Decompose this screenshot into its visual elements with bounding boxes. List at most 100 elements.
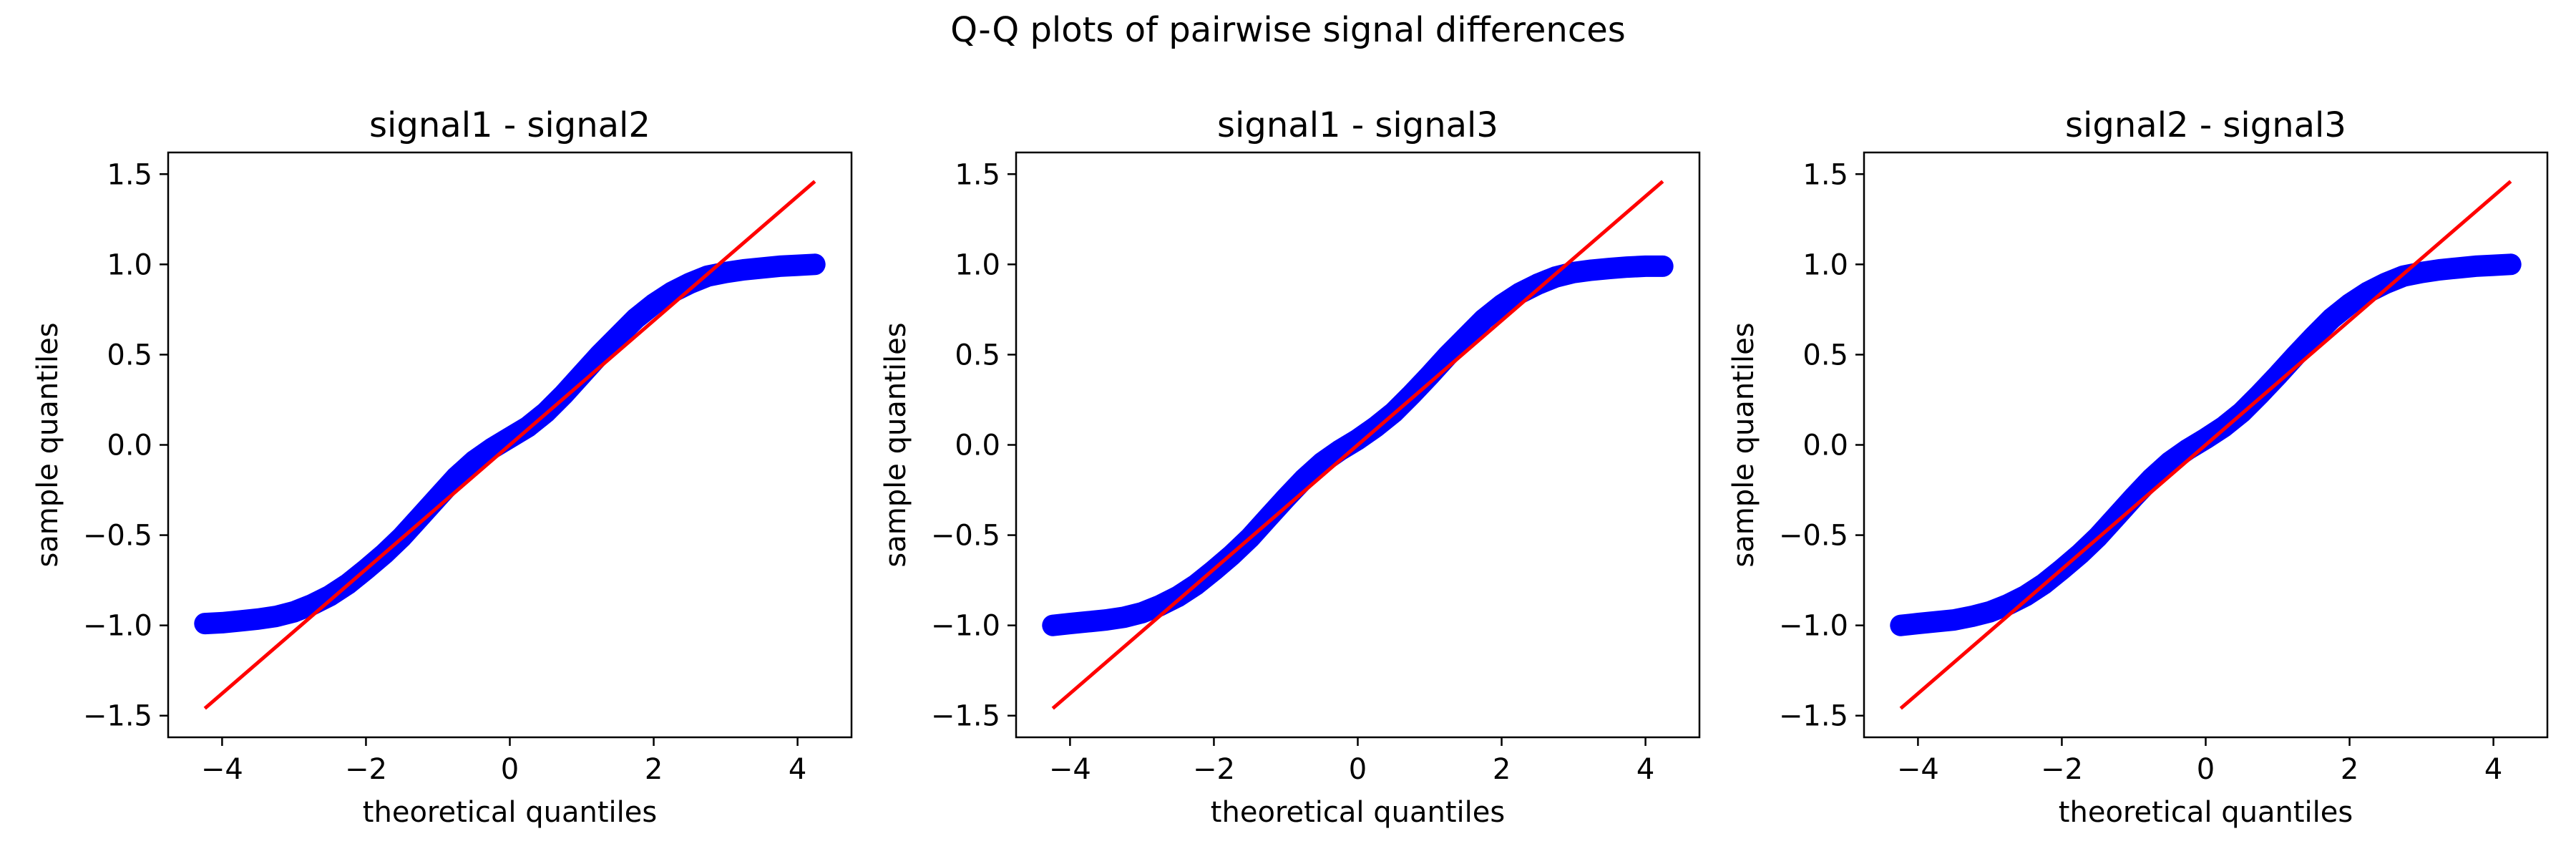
data-point [2142,469,2162,488]
x-tick-label: −4 [1897,753,1939,786]
data-point [447,467,466,487]
x-tick-label: 0 [2197,753,2215,786]
data-point [2340,294,2359,314]
y-tick-label: 0.5 [107,339,152,372]
x-tick-label: 0 [501,753,519,786]
x-tick-label: 2 [1493,753,1511,786]
data-point [734,260,753,279]
data-point [1944,611,1963,630]
data-point [1980,602,1999,621]
data-point [2412,263,2431,282]
y-tick-label: 1.0 [107,248,152,281]
data-point [464,452,484,471]
reference-line [1051,180,1664,710]
data-point [1114,608,1133,627]
data-point [2358,283,2377,302]
x-tick-label: 2 [645,753,663,786]
data-point [1582,261,1601,280]
y-tick-label: 0.0 [1802,430,1848,462]
data-point [303,595,322,614]
data-point [1962,607,1981,626]
x-tick-label: −2 [2041,753,2083,786]
data-point [284,602,303,621]
y-tick-label: 0.0 [955,430,1000,462]
y-tick-label: −1.0 [1779,610,1848,643]
data-point [1438,346,1458,365]
y-tick-label: 1.5 [1802,158,1848,191]
data-point [1891,616,1911,635]
y-axis-label: sample quantiles [31,322,64,567]
x-axis-label: theoretical quantiles [363,796,657,829]
data-point [1618,258,1637,277]
data-point [1600,259,1619,278]
y-tick-label: 1.5 [955,158,1000,191]
data-point [788,256,807,275]
y-tick-label: −0.5 [931,520,1000,553]
data-point [1999,595,2018,614]
data-point [680,273,699,293]
data-point [1348,430,1367,449]
data-point [482,439,502,458]
x-tick-label: −2 [1193,753,1235,786]
data-point [2466,256,2485,276]
x-axis-label: theoretical quantiles [2059,796,2353,829]
data-point [608,327,628,346]
y-tick-label: 1.0 [955,248,1000,281]
data-point [590,345,610,364]
data-point [1528,275,1547,294]
data-point [2322,309,2341,328]
data-point [716,263,736,282]
data-point [2250,384,2269,404]
data-point [2448,258,2467,278]
data-point [1078,612,1098,631]
data-point [1653,256,1672,276]
x-axis-label: theoretical quantiles [1211,796,1505,829]
data-point [805,255,824,274]
data-point [1277,488,1295,508]
data-point [1258,508,1277,528]
x-tick-label: 0 [1349,753,1367,786]
x-tick-label: 4 [2484,753,2502,786]
y-axis-label: sample quantiles [1727,322,1760,567]
subplot-3: signal2 - signal3 −4 −2 0 2 4 −1.5 −1.0 −0.5 0.0 0… [1727,105,2549,829]
data-point [1926,612,1946,631]
y-tick-label: −1.5 [1779,700,1848,733]
data-point [2501,255,2520,274]
data-point [1492,296,1511,315]
data-point [230,611,250,631]
data-point [2160,452,2180,472]
data-point [1636,256,1655,276]
data-point [195,614,215,634]
subplot-2: signal1 - signal3 −4 −2 0 2 4 −1.5 −1.0 −0.5 0.0 0… [879,105,1701,829]
y-tick-label: 0.0 [107,430,152,462]
data-point [752,258,771,278]
data-point [266,607,286,626]
y-tick-label: −1.0 [83,610,152,643]
data-point [1132,603,1151,622]
data-point [2106,508,2125,527]
x-tick-label: −4 [201,753,243,786]
data-point [1294,470,1314,489]
data-point [1169,587,1188,606]
y-tick-label: −1.5 [931,700,1000,733]
reference-line [1899,180,2512,710]
y-tick-label: −1.0 [931,610,1000,643]
data-point [626,309,645,328]
subplot-title: signal1 - signal2 [369,105,650,145]
data-point [770,256,789,276]
data-point [1096,611,1116,630]
x-tick-label: −2 [345,753,387,786]
data-point [1312,453,1332,472]
x-tick-label: 4 [1636,753,1654,786]
data-point [1510,283,1529,303]
data-point [1474,310,1493,329]
data-point [2484,256,2503,275]
data-point [2304,327,2323,346]
data-point [662,283,681,302]
data-point [410,508,429,527]
data-point [1564,263,1584,282]
data-point [1546,268,1565,286]
y-tick-label: −0.5 [83,520,152,553]
subplot-title: signal1 - signal3 [1217,105,1498,145]
